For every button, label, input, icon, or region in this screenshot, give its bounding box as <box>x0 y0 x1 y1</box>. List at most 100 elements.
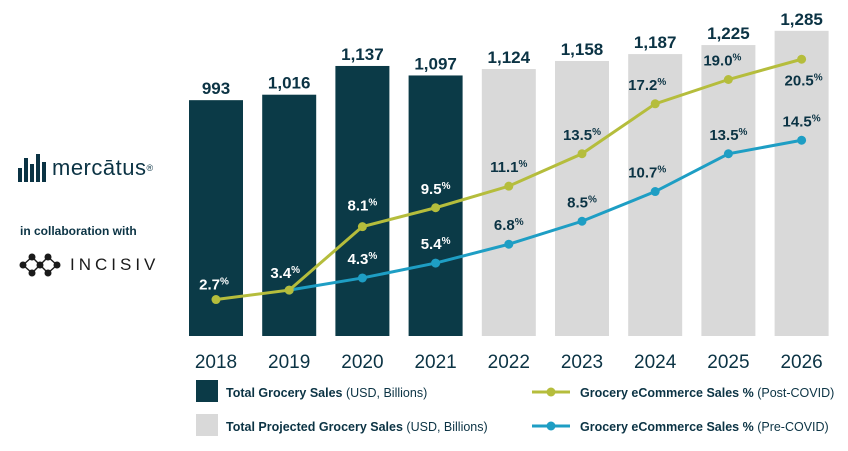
pct-label-post-2025: 19.0% <box>703 53 741 70</box>
pct-symbol: % <box>368 251 377 262</box>
point-post-covid-2022 <box>504 181 514 191</box>
pct-value: 13.5 <box>563 127 592 144</box>
collaboration-text: in collaboration with <box>20 224 137 238</box>
point-post-covid-2019 <box>284 285 294 295</box>
mercatus-bars-icon <box>18 154 46 182</box>
pct-value: 10.7 <box>628 165 657 182</box>
x-tick-label-2025: 2025 <box>707 352 749 373</box>
point-post-covid-2018 <box>211 295 221 305</box>
bar-value-label-2022: 1,124 <box>488 48 531 67</box>
pct-symbol: % <box>733 53 742 64</box>
pct-symbol: % <box>220 277 229 288</box>
point-pre-covid-2026 <box>797 135 807 145</box>
pct-symbol: % <box>519 159 528 170</box>
bar-value-label-2018: 993 <box>202 79 230 98</box>
bar-value-label-2023: 1,158 <box>561 40 604 59</box>
bar-projected-2022 <box>481 69 536 337</box>
pct-symbol: % <box>812 113 821 124</box>
x-tick-label-2023: 2023 <box>561 352 603 373</box>
pct-value: 3.4 <box>270 265 292 282</box>
pct-label-post-2019: 3.4% <box>270 265 300 282</box>
pct-value: 19.0 <box>703 53 732 70</box>
pct-value: 8.5 <box>567 194 588 211</box>
bar-projected-2026 <box>774 30 829 336</box>
pct-label-post-2024: 17.2% <box>628 77 666 94</box>
logo-block: mercātus ® in collaboration with INCISIV <box>18 150 188 290</box>
pct-label-post-2023: 13.5% <box>563 127 601 144</box>
pct-value: 2.7 <box>199 277 220 294</box>
point-pre-covid-2021 <box>431 258 441 268</box>
pct-symbol: % <box>515 217 524 228</box>
pct-value: 20.5 <box>785 72 814 89</box>
pct-value: 9.5 <box>421 181 442 198</box>
incisiv-logo: INCISIV <box>18 250 159 280</box>
incisiv-wordmark: INCISIV <box>70 255 160 274</box>
legend-label-bold: Total Grocery Sales <box>226 386 343 400</box>
legend-label-unit: (Pre-COVID) <box>754 420 829 434</box>
point-post-covid-2024 <box>650 99 660 109</box>
pct-label-pre-2022: 6.8% <box>494 217 524 234</box>
pct-value: 5.4 <box>421 236 443 253</box>
pct-value: 8.1 <box>348 198 369 215</box>
pct-label-pre-2026: 14.5% <box>783 113 821 130</box>
bar-value-label-2021: 1,097 <box>414 54 457 73</box>
legend-label-bar-projected: Total Projected Grocery Sales (USD, Bill… <box>226 420 488 434</box>
legend-label-unit: (USD, Billions) <box>403 420 488 434</box>
bar-actual-2019 <box>262 94 317 336</box>
pct-symbol: % <box>657 165 666 176</box>
pct-label-post-2026: 20.5% <box>785 72 823 89</box>
bar-projected-2025 <box>701 45 756 336</box>
pct-symbol: % <box>814 72 823 83</box>
point-post-covid-2023 <box>577 149 587 159</box>
bar-value-label-2024: 1,187 <box>634 33 677 52</box>
legend-label-bar-actual: Total Grocery Sales (USD, Billions) <box>226 386 427 400</box>
point-pre-covid-2022 <box>504 239 514 249</box>
bar-projected-2023 <box>555 60 609 336</box>
legend-label-unit: (USD, Billions) <box>343 386 428 400</box>
pct-label-pre-2021: 5.4% <box>421 236 451 253</box>
pct-symbol: % <box>442 181 451 192</box>
legend-swatch-bar-projected <box>196 414 218 436</box>
pct-value: 6.8 <box>494 217 515 234</box>
x-tick-label-2019: 2019 <box>268 352 310 373</box>
legend-label-bold: Grocery eCommerce Sales % <box>580 420 754 434</box>
pct-symbol: % <box>592 127 601 138</box>
pct-label-post-2018: 2.7% <box>199 277 229 294</box>
pct-label-post-2021: 9.5% <box>421 181 451 198</box>
legend-label-bold: Grocery eCommerce Sales % <box>580 386 754 400</box>
legend-label-unit: (Post-COVID) <box>754 386 835 400</box>
x-tick-label-2026: 2026 <box>780 352 822 373</box>
point-post-covid-2021 <box>431 203 441 213</box>
x-tick-label-2018: 2018 <box>195 352 237 373</box>
pct-symbol: % <box>368 198 377 209</box>
bar-actual-2020 <box>335 65 390 337</box>
legend-marker-line-pre <box>546 421 556 431</box>
legend-label-line-post: Grocery eCommerce Sales % (Post-COVID) <box>580 386 834 400</box>
x-tick-label-2022: 2022 <box>488 352 530 373</box>
point-post-covid-2026 <box>797 54 807 64</box>
point-pre-covid-2023 <box>577 216 587 226</box>
legend-label-line-pre: Grocery eCommerce Sales % (Pre-COVID) <box>580 420 829 434</box>
pct-symbol: % <box>442 236 451 247</box>
incisiv-dots-icon <box>19 253 61 277</box>
point-pre-covid-2020 <box>357 273 367 283</box>
pct-symbol: % <box>588 194 597 205</box>
pct-value: 13.5 <box>709 127 738 144</box>
point-pre-covid-2025 <box>723 149 733 159</box>
pct-symbol: % <box>657 77 666 88</box>
pct-value: 17.2 <box>628 77 657 94</box>
bar-value-label-2025: 1,225 <box>707 24 750 43</box>
x-tick-label-2024: 2024 <box>634 352 677 373</box>
mercatus-wordmark: mercātus <box>52 155 147 180</box>
pct-label-pre-2024: 10.7% <box>628 165 666 182</box>
pct-symbol: % <box>291 265 300 276</box>
point-post-covid-2025 <box>723 75 733 84</box>
pct-label-pre-2025: 13.5% <box>709 127 747 144</box>
registered-mark: ® <box>146 163 154 173</box>
pct-label-post-2020: 8.1% <box>348 198 378 215</box>
mercatus-logo: mercātus ® <box>18 154 153 182</box>
pct-label-pre-2023: 8.5% <box>567 194 597 211</box>
legend-marker-line-post <box>546 387 556 397</box>
legend-label-bold: Total Projected Grocery Sales <box>226 420 403 434</box>
point-pre-covid-2024 <box>650 187 660 197</box>
